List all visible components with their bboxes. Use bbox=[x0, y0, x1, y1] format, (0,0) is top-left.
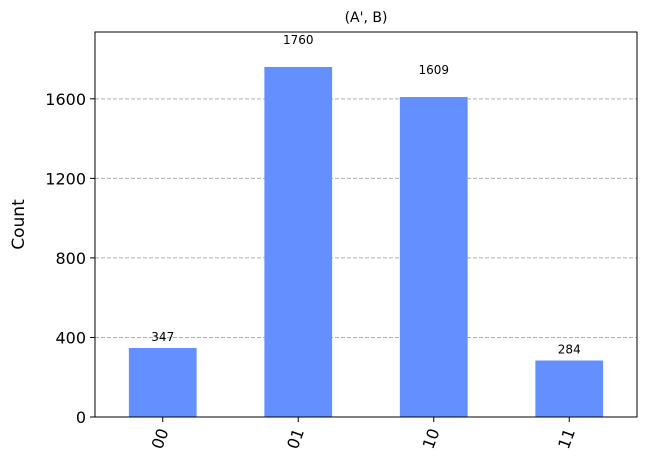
x-tick-label-11: 11 bbox=[554, 426, 579, 452]
y-tick-label: 1200 bbox=[45, 169, 86, 188]
bar-00 bbox=[128, 347, 197, 417]
y-tick-label: 400 bbox=[55, 328, 86, 347]
x-axis-ticks: 00 01 10 11 bbox=[148, 417, 579, 451]
data-label-01: 1760 bbox=[283, 33, 314, 47]
plot-frame bbox=[94, 31, 638, 418]
bar-11 bbox=[535, 360, 604, 417]
x-tick-label-01: 01 bbox=[283, 426, 308, 452]
data-labels: 347 1760 1609 284 bbox=[151, 33, 580, 357]
y-tick-label: 0 bbox=[76, 408, 86, 427]
x-tick-label-00: 00 bbox=[148, 426, 173, 452]
y-tick-label: 800 bbox=[55, 249, 86, 268]
data-label-00: 347 bbox=[151, 330, 174, 344]
y-tick-label: 1600 bbox=[45, 90, 86, 109]
bar-01 bbox=[264, 67, 333, 417]
y-axis-ticks: 0 400 800 1200 1600 bbox=[45, 90, 95, 427]
chart-title: (A', B) bbox=[345, 10, 388, 26]
data-label-11: 284 bbox=[558, 343, 581, 357]
x-tick-label-10: 10 bbox=[419, 426, 444, 452]
bars bbox=[128, 67, 604, 417]
y-axis-label: Count bbox=[9, 199, 29, 250]
gridlines bbox=[95, 98, 637, 338]
bar-10 bbox=[399, 97, 468, 417]
data-label-10: 1609 bbox=[418, 63, 449, 77]
